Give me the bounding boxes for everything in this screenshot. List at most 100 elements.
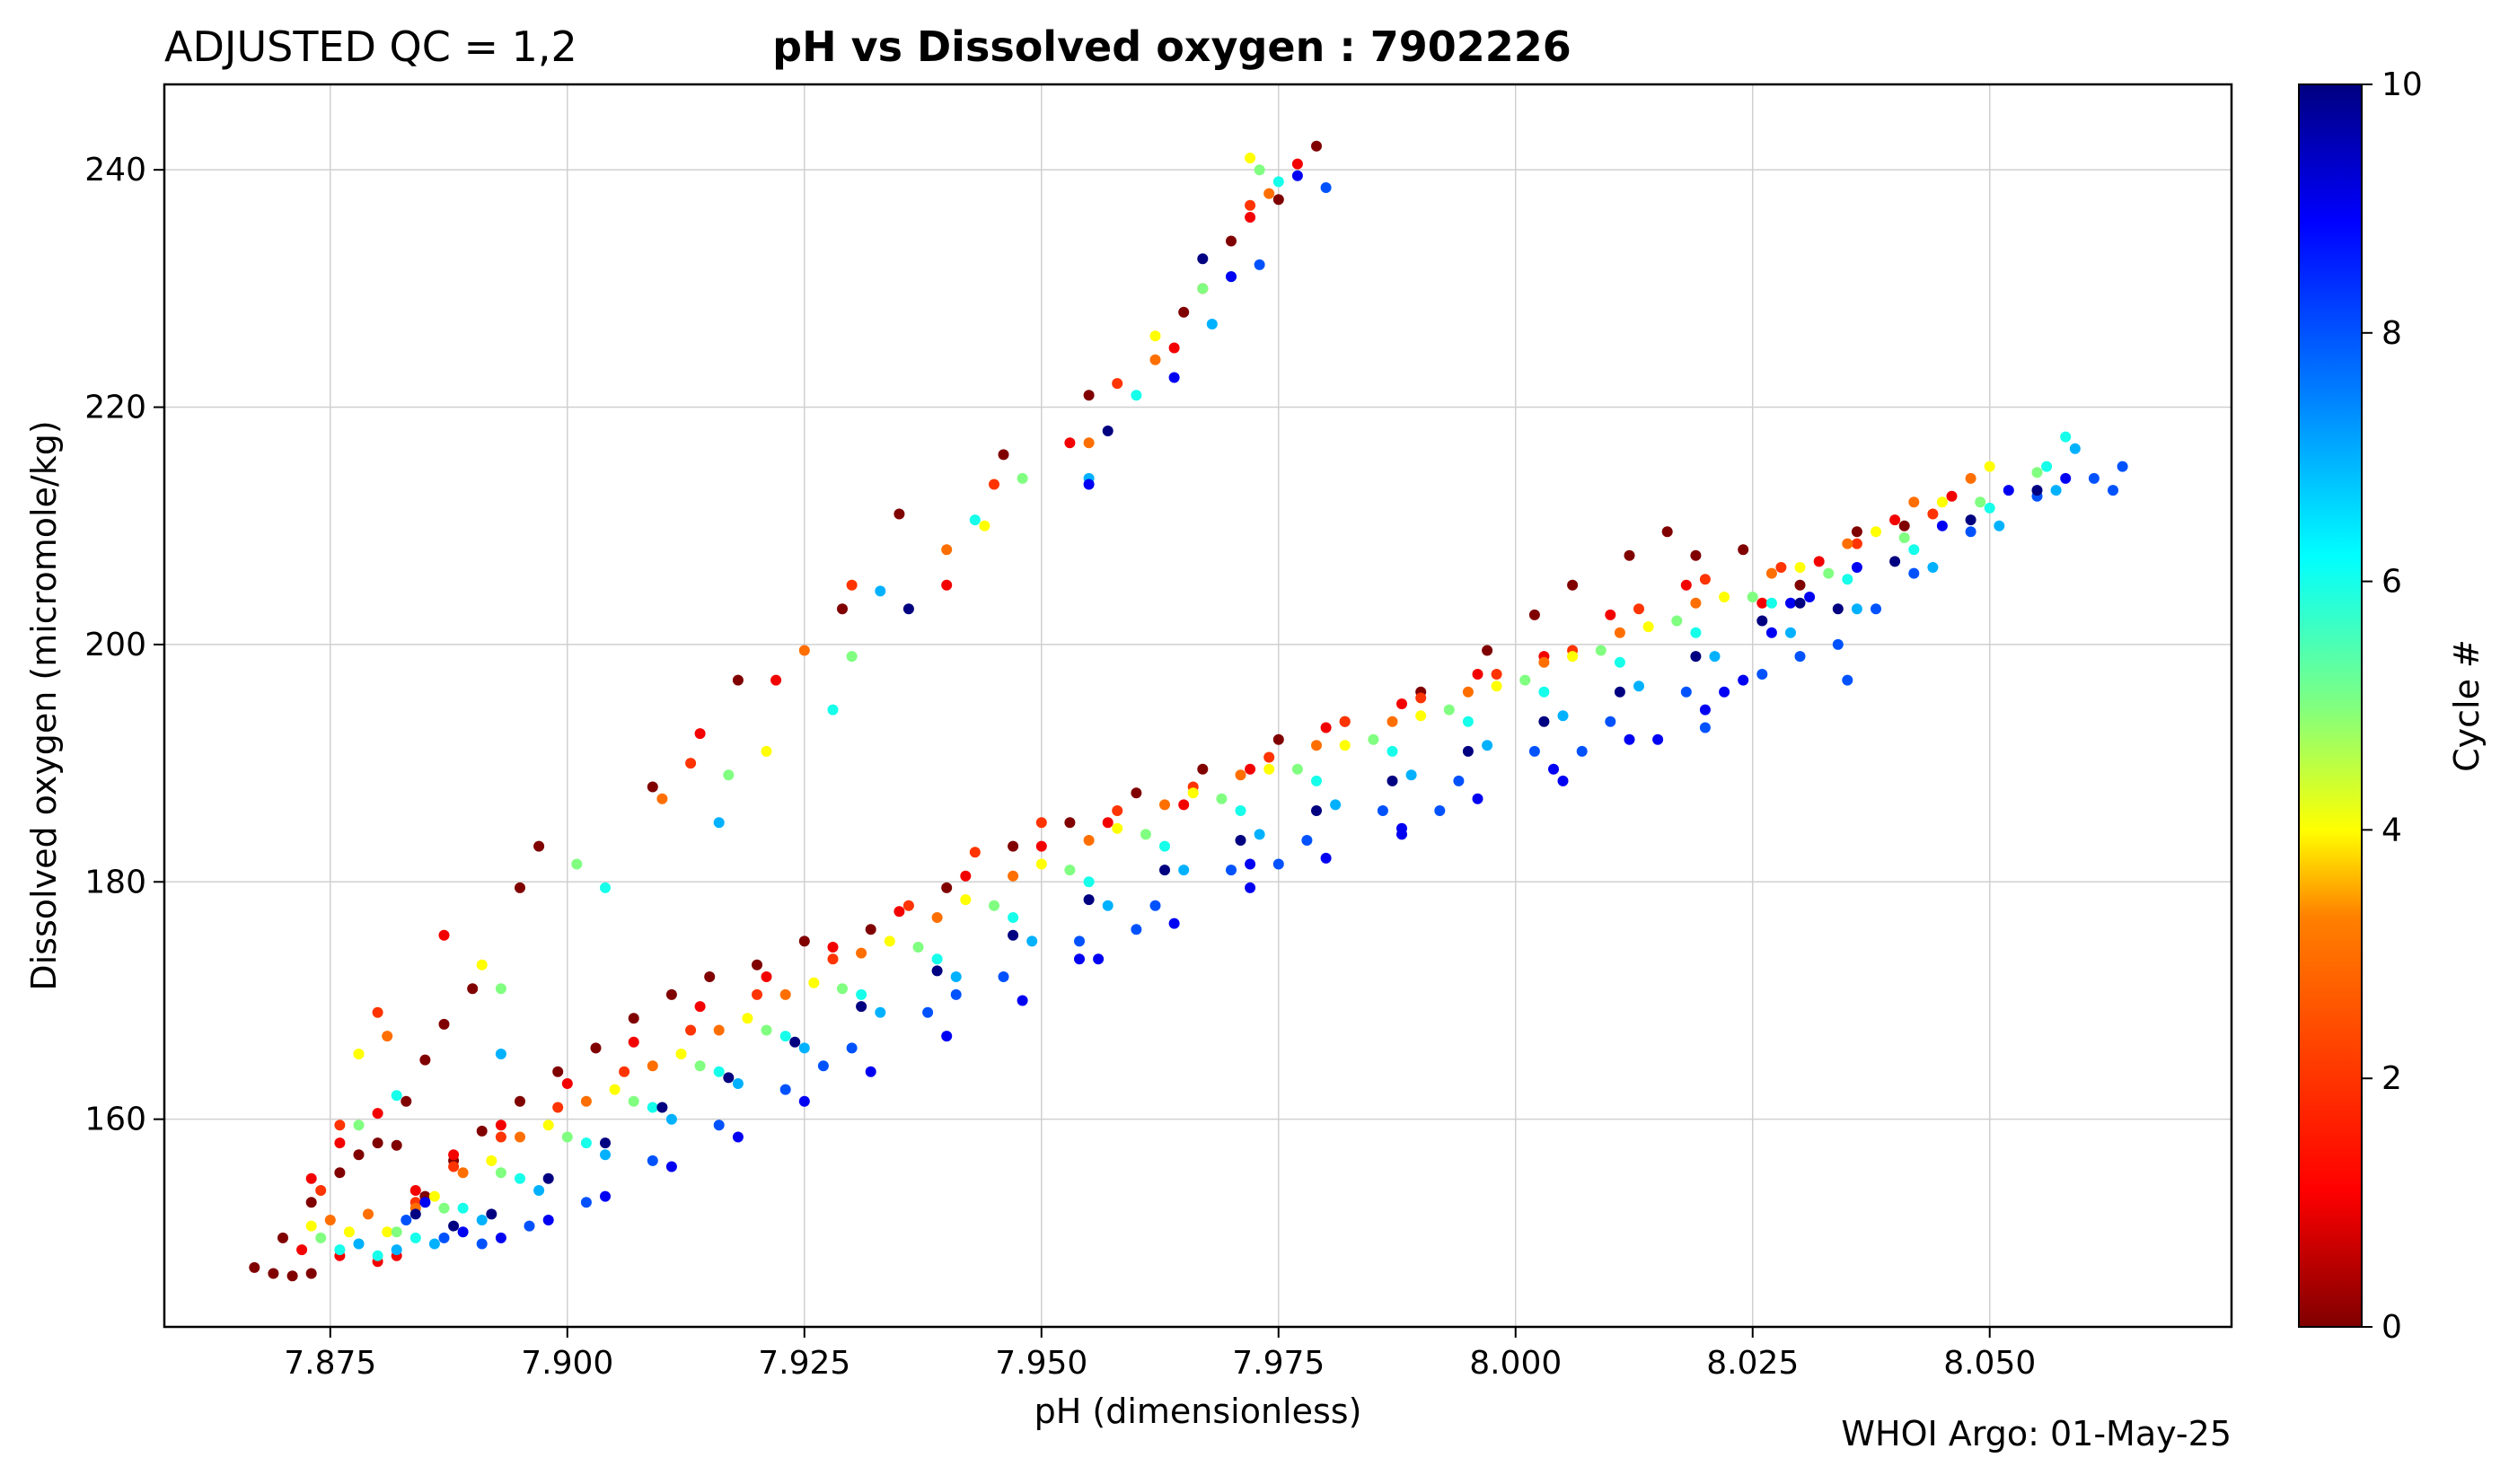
scatter-point bbox=[798, 935, 810, 947]
scatter-point bbox=[600, 882, 611, 893]
scatter-point bbox=[476, 1215, 488, 1225]
scatter-point bbox=[723, 1072, 735, 1084]
scatter-point bbox=[1083, 894, 1095, 906]
scatter-point bbox=[894, 906, 905, 918]
scatter-point bbox=[1235, 835, 1246, 846]
scatter-point bbox=[1624, 733, 1635, 745]
scatter-point bbox=[1235, 805, 1246, 816]
scatter-point bbox=[1226, 271, 1237, 283]
scatter-point bbox=[334, 1167, 346, 1179]
scatter-point bbox=[1965, 526, 1976, 538]
scatter-point bbox=[713, 817, 725, 829]
scatter-point bbox=[1254, 259, 1265, 270]
scatter-point bbox=[2060, 431, 2072, 443]
scatter-point bbox=[761, 971, 772, 982]
scatter-point bbox=[1017, 472, 1028, 484]
scatter-point bbox=[647, 1060, 658, 1072]
y-tick-label: 180 bbox=[84, 864, 146, 900]
scatter-point bbox=[1083, 479, 1095, 490]
scatter-point bbox=[2003, 485, 2014, 496]
scatter-point bbox=[286, 1270, 298, 1282]
scatter-point bbox=[561, 1078, 573, 1089]
scatter-point bbox=[979, 520, 990, 531]
scatter-point bbox=[808, 977, 820, 988]
scatter-point bbox=[685, 1024, 697, 1036]
scatter-point bbox=[1851, 603, 1862, 615]
scatter-point bbox=[1794, 651, 1806, 663]
scatter-point bbox=[1387, 745, 1398, 757]
scatter-point bbox=[1226, 235, 1237, 247]
scatter-point bbox=[1159, 865, 1170, 876]
scatter-point bbox=[486, 1208, 497, 1220]
scatter-point bbox=[1719, 592, 1730, 602]
scatter-point bbox=[1548, 763, 1559, 775]
scatter-points bbox=[249, 140, 2128, 1282]
scatter-point bbox=[1159, 799, 1170, 811]
scatter-point bbox=[675, 1049, 687, 1059]
scatter-point bbox=[837, 983, 848, 995]
scatter-point bbox=[656, 793, 668, 804]
y-tick-label: 200 bbox=[84, 627, 146, 663]
scatter-point bbox=[409, 1208, 421, 1220]
scatter-point bbox=[1965, 472, 1976, 484]
scatter-point bbox=[448, 1149, 460, 1161]
scatter-point bbox=[628, 1013, 639, 1024]
scatter-point bbox=[1482, 645, 1493, 656]
scatter-point bbox=[1008, 912, 1019, 923]
scatter-point bbox=[1245, 153, 1256, 163]
scatter-point bbox=[457, 1167, 469, 1179]
scatter-point bbox=[542, 1172, 554, 1184]
scatter-point bbox=[305, 1220, 317, 1232]
scatter-point bbox=[1064, 865, 1076, 876]
colorbar-tick-label: 2 bbox=[2381, 1060, 2402, 1097]
scatter-point bbox=[960, 894, 972, 906]
scatter-point bbox=[1462, 716, 1474, 727]
scatter-point bbox=[1690, 627, 1702, 638]
scatter-point bbox=[856, 947, 867, 959]
scatter-point bbox=[334, 1137, 346, 1149]
scatter-point bbox=[552, 1102, 564, 1113]
scatter-point bbox=[998, 971, 1009, 982]
scatter-point bbox=[1519, 674, 1531, 686]
scatter-point bbox=[1168, 918, 1180, 929]
scatter-point bbox=[1083, 835, 1095, 846]
scatter-point bbox=[1396, 829, 1407, 840]
scatter-point bbox=[391, 1226, 402, 1238]
scatter-point bbox=[1415, 692, 1427, 704]
scatter-point bbox=[515, 1131, 525, 1143]
scatter-point bbox=[941, 544, 953, 556]
scatter-point bbox=[1794, 579, 1806, 591]
scatter-point bbox=[1330, 799, 1342, 811]
scatter-point bbox=[1083, 437, 1095, 449]
y-axis-label: Dissolved oxygen (micromole/kg) bbox=[24, 420, 64, 990]
scatter-point bbox=[960, 870, 972, 882]
scatter-point bbox=[515, 1095, 525, 1107]
scatter-point bbox=[1595, 645, 1607, 656]
scatter-point bbox=[353, 1149, 365, 1161]
scatter-point bbox=[1272, 858, 1284, 870]
scatter-point bbox=[409, 1232, 421, 1243]
scatter-point bbox=[1291, 158, 1303, 170]
scatter-point bbox=[1936, 496, 1948, 508]
scatter-point bbox=[931, 953, 943, 965]
scatter-point bbox=[448, 1161, 460, 1172]
scatter-point bbox=[401, 1215, 412, 1225]
scatter-point bbox=[1064, 817, 1076, 829]
x-tick-label: 7.925 bbox=[758, 1345, 850, 1382]
scatter-point bbox=[761, 745, 772, 757]
scatter-point bbox=[950, 988, 962, 1000]
scatter-point bbox=[1405, 769, 1417, 781]
y-tick-label: 220 bbox=[84, 390, 146, 426]
scatter-point bbox=[1396, 698, 1407, 709]
scatter-point bbox=[401, 1095, 412, 1107]
scatter-point bbox=[1661, 526, 1673, 538]
scatter-point bbox=[732, 1078, 744, 1089]
scatter-point bbox=[647, 1102, 658, 1113]
scatter-point bbox=[1671, 615, 1683, 627]
scatter-point bbox=[495, 983, 506, 995]
scatter-point bbox=[902, 603, 914, 615]
scatter-point bbox=[1472, 669, 1483, 680]
scatter-point bbox=[912, 942, 924, 953]
scatter-point bbox=[798, 1095, 810, 1107]
